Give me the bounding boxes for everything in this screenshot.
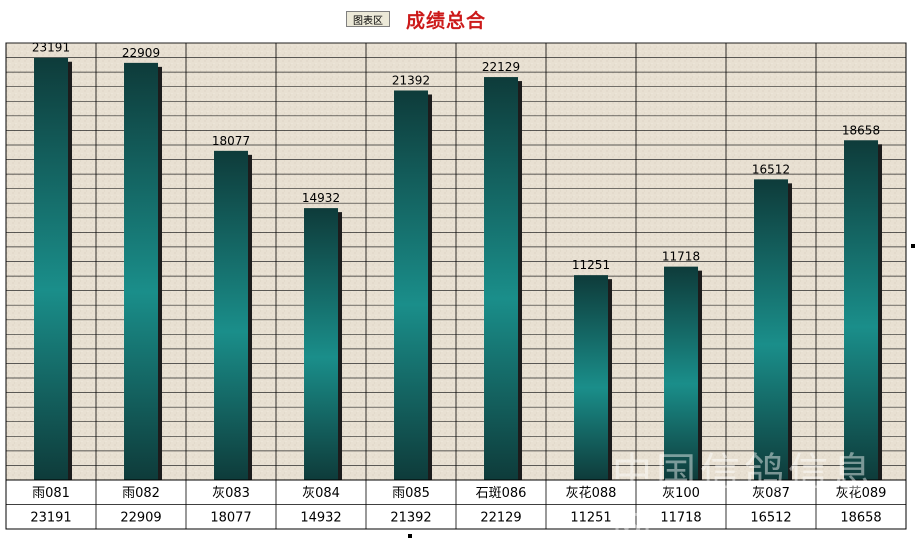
data-table-value: 23191 xyxy=(30,511,71,526)
data-table-value: 21392 xyxy=(390,511,431,526)
bar-value-label: 21392 xyxy=(392,73,430,87)
bars: 23191 22909 18077 14932 21392 22129 11251 11718… xyxy=(32,41,882,481)
bar xyxy=(214,150,248,480)
data-table-value: 22129 xyxy=(480,511,521,526)
bar xyxy=(754,179,788,480)
data-table-value: 16512 xyxy=(750,511,791,526)
data-table-value: 11718 xyxy=(660,511,701,526)
data-table: 雨081 23191 雨082 22909 灰083 18077 灰084 14932 雨085… xyxy=(5,479,907,530)
data-table-value: 18658 xyxy=(840,511,881,526)
bar xyxy=(664,266,698,480)
bar-value-label: 22909 xyxy=(122,46,160,60)
category-label: 雨082 xyxy=(122,486,160,501)
data-table-value: 14932 xyxy=(300,511,341,526)
category-label: 灰花089 xyxy=(836,485,887,501)
bar xyxy=(394,90,428,480)
category-label: 灰100 xyxy=(662,486,700,501)
bar-value-label: 22129 xyxy=(482,60,520,74)
bar-value-label: 18077 xyxy=(212,134,250,148)
bar-value-label: 16512 xyxy=(752,162,790,176)
bar xyxy=(304,208,338,480)
category-label: 灰083 xyxy=(212,486,250,501)
bar xyxy=(844,140,878,480)
resize-handle-bottom[interactable] xyxy=(408,534,412,538)
bar xyxy=(574,275,608,480)
bar-chart: 23191 22909 18077 14932 21392 22129 11251 11718… xyxy=(5,41,907,530)
category-label: 灰084 xyxy=(302,486,340,501)
data-table-value: 11251 xyxy=(570,511,611,526)
bar-value-label: 11718 xyxy=(662,250,700,264)
resize-handle-right[interactable] xyxy=(911,244,915,248)
category-label: 石斑086 xyxy=(476,486,527,501)
bar-value-label: 11251 xyxy=(572,258,610,272)
category-label: 雨081 xyxy=(32,486,70,501)
bar xyxy=(484,77,518,480)
bar-value-label: 23191 xyxy=(32,41,70,55)
data-table-value: 22909 xyxy=(120,511,161,526)
data-table-value: 18077 xyxy=(210,511,251,526)
bar-value-label: 14932 xyxy=(302,191,340,205)
chart-title: 成绩总合 xyxy=(406,10,487,32)
bar-value-label: 18658 xyxy=(842,123,880,137)
bar xyxy=(34,57,68,481)
category-label: 灰花088 xyxy=(566,485,617,501)
category-label: 灰087 xyxy=(752,486,790,501)
bar xyxy=(124,62,158,480)
category-label: 雨085 xyxy=(392,486,430,501)
chart-area-tag[interactable]: 图表区 xyxy=(346,11,390,27)
